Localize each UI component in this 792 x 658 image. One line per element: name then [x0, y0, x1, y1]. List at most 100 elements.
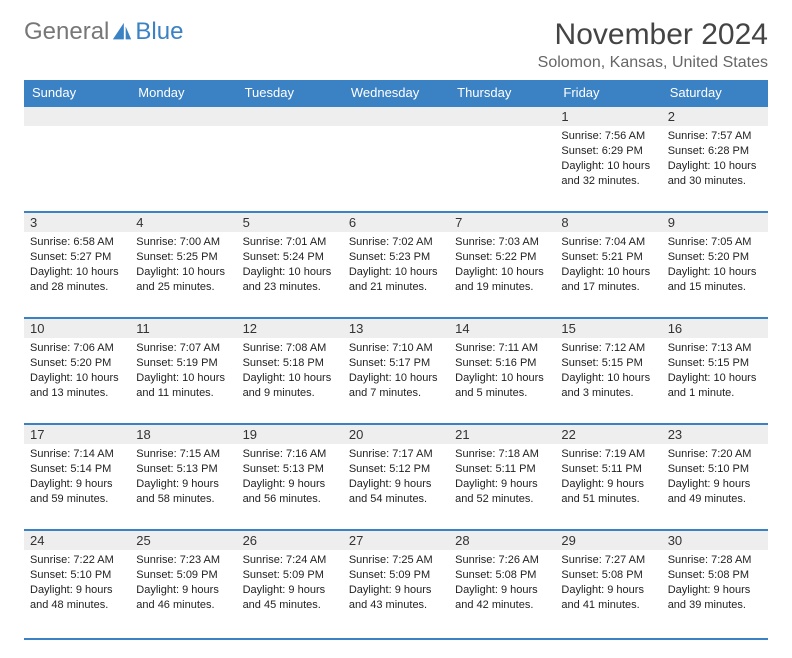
- day-cell: Sunrise: 7:15 AMSunset: 5:13 PMDaylight:…: [130, 444, 236, 530]
- daylight-text: Daylight: 9 hours and 45 minutes.: [243, 583, 337, 613]
- daylight-text: Daylight: 9 hours and 43 minutes.: [349, 583, 443, 613]
- day-detail-text: Sunrise: 7:05 AMSunset: 5:20 PMDaylight:…: [668, 235, 762, 294]
- daynum-row: 10111213141516: [24, 318, 768, 338]
- day-detail-text: Sunrise: 7:25 AMSunset: 5:09 PMDaylight:…: [349, 553, 443, 612]
- daylight-text: Daylight: 10 hours and 13 minutes.: [30, 371, 124, 401]
- sunrise-text: Sunrise: 7:23 AM: [136, 553, 230, 568]
- daynum-row: 24252627282930: [24, 530, 768, 550]
- sunset-text: Sunset: 5:21 PM: [561, 250, 655, 265]
- day-detail-text: Sunrise: 7:06 AMSunset: 5:20 PMDaylight:…: [30, 341, 124, 400]
- daylight-text: Daylight: 9 hours and 59 minutes.: [30, 477, 124, 507]
- day-number: 24: [24, 530, 130, 550]
- day-cell: Sunrise: 7:20 AMSunset: 5:10 PMDaylight:…: [662, 444, 768, 530]
- day-cell: Sunrise: 7:01 AMSunset: 5:24 PMDaylight:…: [237, 232, 343, 318]
- day-cell: Sunrise: 7:27 AMSunset: 5:08 PMDaylight:…: [555, 550, 661, 636]
- day-number: 21: [449, 424, 555, 444]
- day-detail-row: Sunrise: 6:58 AMSunset: 5:27 PMDaylight:…: [24, 232, 768, 318]
- day-detail-text: Sunrise: 7:23 AMSunset: 5:09 PMDaylight:…: [136, 553, 230, 612]
- day-cell: Sunrise: 7:24 AMSunset: 5:09 PMDaylight:…: [237, 550, 343, 636]
- day-number: 19: [237, 424, 343, 444]
- sunset-text: Sunset: 5:14 PM: [30, 462, 124, 477]
- sunset-text: Sunset: 5:08 PM: [561, 568, 655, 583]
- day-detail-text: Sunrise: 7:24 AMSunset: 5:09 PMDaylight:…: [243, 553, 337, 612]
- day-number: 11: [130, 318, 236, 338]
- day-cell: Sunrise: 7:08 AMSunset: 5:18 PMDaylight:…: [237, 338, 343, 424]
- day-cell: [343, 126, 449, 212]
- day-number: 8: [555, 212, 661, 232]
- day-detail-text: Sunrise: 7:01 AMSunset: 5:24 PMDaylight:…: [243, 235, 337, 294]
- daylight-text: Daylight: 9 hours and 51 minutes.: [561, 477, 655, 507]
- day-detail-text: Sunrise: 7:26 AMSunset: 5:08 PMDaylight:…: [455, 553, 549, 612]
- day-number: 23: [662, 424, 768, 444]
- sunset-text: Sunset: 5:20 PM: [30, 356, 124, 371]
- sunset-text: Sunset: 5:22 PM: [455, 250, 549, 265]
- day-detail-text: Sunrise: 7:57 AMSunset: 6:28 PMDaylight:…: [668, 129, 762, 188]
- day-cell: Sunrise: 7:14 AMSunset: 5:14 PMDaylight:…: [24, 444, 130, 530]
- day-cell: Sunrise: 7:26 AMSunset: 5:08 PMDaylight:…: [449, 550, 555, 636]
- day-number: 29: [555, 530, 661, 550]
- daylight-text: Daylight: 9 hours and 42 minutes.: [455, 583, 549, 613]
- calendar-body: 12Sunrise: 7:56 AMSunset: 6:29 PMDayligh…: [24, 106, 768, 636]
- daylight-text: Daylight: 9 hours and 49 minutes.: [668, 477, 762, 507]
- day-number: 28: [449, 530, 555, 550]
- daylight-text: Daylight: 9 hours and 39 minutes.: [668, 583, 762, 613]
- day-number: 3: [24, 212, 130, 232]
- sunrise-text: Sunrise: 7:24 AM: [243, 553, 337, 568]
- sunset-text: Sunset: 5:08 PM: [668, 568, 762, 583]
- sunrise-text: Sunrise: 7:56 AM: [561, 129, 655, 144]
- weekday-fri: Friday: [555, 80, 661, 106]
- sunset-text: Sunset: 5:11 PM: [561, 462, 655, 477]
- sunrise-text: Sunrise: 7:03 AM: [455, 235, 549, 250]
- sunrise-text: Sunrise: 7:57 AM: [668, 129, 762, 144]
- logo-blue: Blue: [135, 18, 183, 46]
- day-detail-text: Sunrise: 7:20 AMSunset: 5:10 PMDaylight:…: [668, 447, 762, 506]
- daylight-text: Daylight: 10 hours and 21 minutes.: [349, 265, 443, 295]
- day-cell: Sunrise: 7:10 AMSunset: 5:17 PMDaylight:…: [343, 338, 449, 424]
- daylight-text: Daylight: 10 hours and 17 minutes.: [561, 265, 655, 295]
- weekday-sat: Saturday: [662, 80, 768, 106]
- day-cell: Sunrise: 7:02 AMSunset: 5:23 PMDaylight:…: [343, 232, 449, 318]
- day-detail-text: Sunrise: 7:14 AMSunset: 5:14 PMDaylight:…: [30, 447, 124, 506]
- day-detail-row: Sunrise: 7:14 AMSunset: 5:14 PMDaylight:…: [24, 444, 768, 530]
- weekday-sun: Sunday: [24, 80, 130, 106]
- sunset-text: Sunset: 5:20 PM: [668, 250, 762, 265]
- day-detail-text: Sunrise: 7:03 AMSunset: 5:22 PMDaylight:…: [455, 235, 549, 294]
- day-number: 30: [662, 530, 768, 550]
- day-detail-text: Sunrise: 6:58 AMSunset: 5:27 PMDaylight:…: [30, 235, 124, 294]
- day-detail-text: Sunrise: 7:19 AMSunset: 5:11 PMDaylight:…: [561, 447, 655, 506]
- sunset-text: Sunset: 5:15 PM: [561, 356, 655, 371]
- sunset-text: Sunset: 5:27 PM: [30, 250, 124, 265]
- sunrise-text: Sunrise: 7:05 AM: [668, 235, 762, 250]
- sunset-text: Sunset: 5:15 PM: [668, 356, 762, 371]
- sunset-text: Sunset: 5:19 PM: [136, 356, 230, 371]
- daynum-row: 12: [24, 106, 768, 126]
- logo: General Blue: [24, 18, 183, 46]
- day-cell: [237, 126, 343, 212]
- sunrise-text: Sunrise: 7:26 AM: [455, 553, 549, 568]
- day-detail-text: Sunrise: 7:00 AMSunset: 5:25 PMDaylight:…: [136, 235, 230, 294]
- sunrise-text: Sunrise: 7:07 AM: [136, 341, 230, 356]
- sunset-text: Sunset: 5:10 PM: [30, 568, 124, 583]
- day-detail-text: Sunrise: 7:13 AMSunset: 5:15 PMDaylight:…: [668, 341, 762, 400]
- day-cell: Sunrise: 7:05 AMSunset: 5:20 PMDaylight:…: [662, 232, 768, 318]
- daylight-text: Daylight: 10 hours and 7 minutes.: [349, 371, 443, 401]
- sunset-text: Sunset: 5:17 PM: [349, 356, 443, 371]
- weekday-row: Sunday Monday Tuesday Wednesday Thursday…: [24, 80, 768, 106]
- sunset-text: Sunset: 5:23 PM: [349, 250, 443, 265]
- day-cell: Sunrise: 7:23 AMSunset: 5:09 PMDaylight:…: [130, 550, 236, 636]
- sunset-text: Sunset: 5:25 PM: [136, 250, 230, 265]
- daylight-text: Daylight: 10 hours and 1 minute.: [668, 371, 762, 401]
- day-cell: Sunrise: 7:16 AMSunset: 5:13 PMDaylight:…: [237, 444, 343, 530]
- day-number: 10: [24, 318, 130, 338]
- sunset-text: Sunset: 5:09 PM: [136, 568, 230, 583]
- sunrise-text: Sunrise: 7:12 AM: [561, 341, 655, 356]
- weekday-mon: Monday: [130, 80, 236, 106]
- daylight-text: Daylight: 9 hours and 54 minutes.: [349, 477, 443, 507]
- title-block: November 2024 Solomon, Kansas, United St…: [538, 18, 768, 72]
- calendar-header: Sunday Monday Tuesday Wednesday Thursday…: [24, 80, 768, 106]
- weekday-tue: Tuesday: [237, 80, 343, 106]
- day-cell: Sunrise: 7:17 AMSunset: 5:12 PMDaylight:…: [343, 444, 449, 530]
- daylight-text: Daylight: 10 hours and 11 minutes.: [136, 371, 230, 401]
- sunrise-text: Sunrise: 7:06 AM: [30, 341, 124, 356]
- day-detail-row: Sunrise: 7:56 AMSunset: 6:29 PMDaylight:…: [24, 126, 768, 212]
